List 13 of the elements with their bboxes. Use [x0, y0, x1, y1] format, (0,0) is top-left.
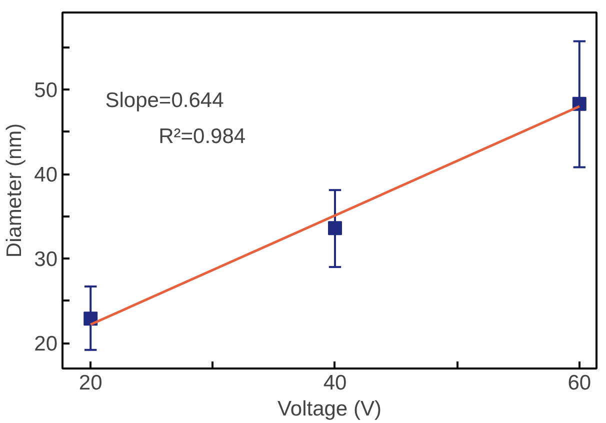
x-tick-label: 20 [78, 372, 102, 394]
point [84, 312, 98, 326]
y-axis-title: Diameter (nm) [3, 123, 26, 258]
x-axis-title: Voltage (V) [278, 398, 382, 420]
x-tick-label: 60 [568, 372, 592, 394]
annotation: R²=0.984 [158, 124, 246, 148]
y-tick-label: 50 [34, 78, 58, 102]
x-tick-label: 40 [323, 372, 347, 394]
y-tick-label: 20 [34, 332, 58, 356]
y-tick-label: 30 [34, 248, 58, 272]
y-tick-label: 40 [34, 164, 58, 187]
point [328, 221, 342, 236]
annotation: Slope=0.644 [105, 89, 224, 112]
